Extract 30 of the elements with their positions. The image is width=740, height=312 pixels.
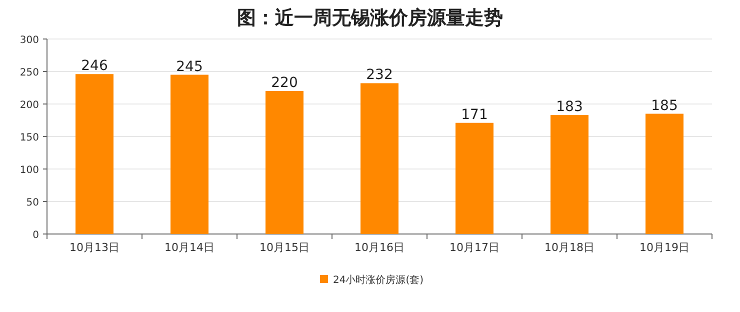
- bar: [266, 91, 304, 234]
- chart-title: 图：近一周无锡涨价房源量走势: [237, 7, 503, 29]
- bar: [76, 74, 114, 234]
- data-label: 220: [271, 75, 298, 91]
- data-label: 171: [461, 106, 488, 123]
- y-tick-label: 0: [32, 230, 39, 241]
- legend-label: 24小时涨价房源(套): [333, 274, 424, 286]
- x-tick-label: 10月17日: [450, 241, 500, 254]
- bar: [646, 114, 684, 234]
- x-tick-label: 10月13日: [70, 241, 120, 254]
- data-label: 185: [651, 98, 678, 114]
- y-tick-label: 250: [20, 68, 39, 78]
- x-tick-label: 10月15日: [260, 241, 310, 254]
- data-label: 183: [556, 99, 583, 116]
- y-tick-label: 200: [20, 100, 39, 111]
- data-label: 246: [81, 58, 108, 74]
- bar: [550, 115, 588, 234]
- x-tick-label: 10月16日: [354, 241, 404, 254]
- y-tick-label: 100: [20, 165, 39, 176]
- y-tick-label: 50: [26, 198, 39, 208]
- bar: [456, 122, 494, 234]
- data-label: 245: [176, 58, 203, 75]
- x-tick-label: 10月19日: [640, 241, 690, 254]
- bar: [170, 74, 208, 234]
- bar: [360, 83, 398, 234]
- data-label: 232: [366, 67, 393, 84]
- x-tick-label: 10月14日: [164, 241, 214, 254]
- x-tick-label: 10月18日: [544, 241, 594, 254]
- y-tick-label: 150: [20, 132, 39, 144]
- y-tick-label: 300: [20, 35, 39, 46]
